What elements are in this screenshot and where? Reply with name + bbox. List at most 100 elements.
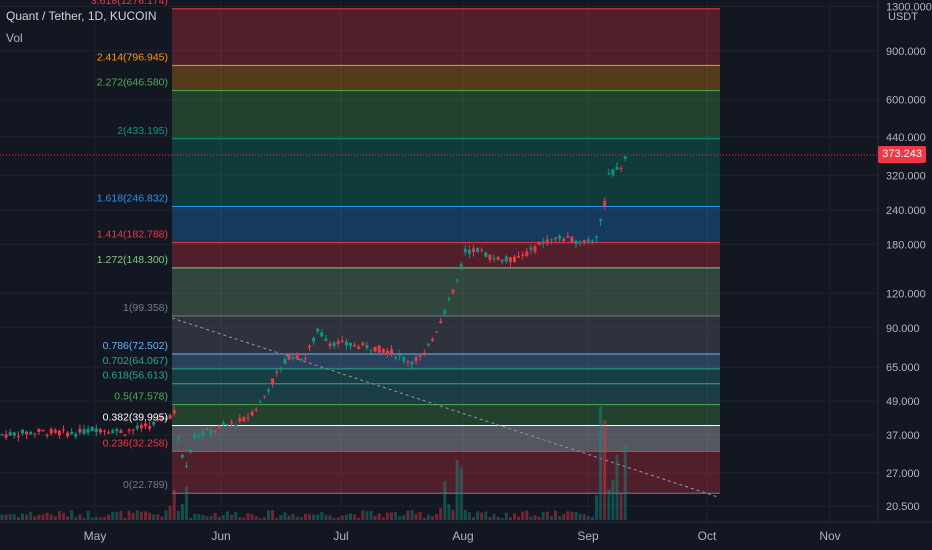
symbol-title[interactable]: Quant / Tether, 1D, KUCOIN xyxy=(6,9,157,23)
volume-bar xyxy=(492,513,496,520)
candle-body xyxy=(595,236,598,238)
volume-bar xyxy=(226,511,229,520)
candle-body xyxy=(357,346,361,349)
candle-body xyxy=(275,371,279,373)
time-axis[interactable] xyxy=(0,522,932,550)
candle-body xyxy=(582,240,586,242)
volume-bar xyxy=(238,517,242,520)
candle-body xyxy=(180,455,184,458)
volume-bar xyxy=(525,510,529,520)
candle-body xyxy=(504,256,508,262)
price-tick-label: 27.000 xyxy=(886,468,920,480)
time-tick-label: Aug xyxy=(452,529,473,543)
candle-body xyxy=(517,255,521,258)
candle-body xyxy=(238,418,242,422)
candle-body xyxy=(316,328,320,332)
candle-body xyxy=(570,236,574,243)
volume-bar xyxy=(312,514,316,520)
price-tick-label: 180.000 xyxy=(886,240,926,252)
volume-bar xyxy=(586,516,590,520)
volume-bar xyxy=(33,516,37,520)
volume-bar xyxy=(74,517,78,520)
fib-level-label: 1.272(148.300) xyxy=(97,254,168,266)
candle-body xyxy=(431,338,434,341)
volume-bar xyxy=(98,517,102,520)
volume-bar xyxy=(193,513,197,520)
candle-body xyxy=(62,429,65,431)
candle-body xyxy=(57,430,61,436)
candles xyxy=(0,156,627,469)
fib-zone xyxy=(172,65,720,91)
volume-bar xyxy=(45,512,49,520)
volume-bar xyxy=(275,517,279,520)
candle-body xyxy=(78,428,82,433)
volume-bar xyxy=(513,513,516,520)
candle-body xyxy=(476,247,480,253)
candle-body xyxy=(0,434,4,436)
volume-bar xyxy=(164,510,168,520)
volume-bar xyxy=(172,489,176,520)
candle-body xyxy=(131,429,135,431)
candle-body xyxy=(426,343,430,346)
candle-body xyxy=(353,344,357,347)
candle-body xyxy=(558,235,562,239)
volume-bar xyxy=(332,517,336,520)
volume-bar xyxy=(94,516,98,520)
volume-bar xyxy=(82,517,86,520)
volume-bar xyxy=(615,455,619,520)
candle-body xyxy=(4,434,8,438)
price-axis[interactable] xyxy=(878,0,932,522)
volume-bar xyxy=(139,511,143,520)
volume-bar xyxy=(574,511,578,520)
volume-bar xyxy=(12,514,16,520)
candle-body xyxy=(295,353,299,360)
candle-body xyxy=(545,239,549,244)
volume-bar xyxy=(623,445,627,520)
candle-body xyxy=(467,249,471,254)
volume-bar xyxy=(21,513,24,520)
volume-bar xyxy=(599,406,603,520)
volume-bar xyxy=(90,517,94,520)
candle-body xyxy=(435,331,439,333)
candle-body xyxy=(578,241,582,244)
fib-extension[interactable] xyxy=(172,8,720,494)
candle-body xyxy=(533,246,537,252)
candle-body xyxy=(373,346,377,352)
volume-bar xyxy=(41,514,45,520)
candle-body xyxy=(246,417,250,419)
volume-bar xyxy=(29,511,33,520)
volume-bar xyxy=(180,504,184,520)
volume-bar xyxy=(398,516,402,520)
candle-body xyxy=(123,434,127,436)
volume-bar xyxy=(217,516,221,520)
fib-level-label: 2(433.195) xyxy=(117,125,168,137)
fib-level-label: 2.414(796.945) xyxy=(97,51,168,63)
candle-body xyxy=(418,354,422,357)
volume-bar xyxy=(619,493,623,520)
volume-bar xyxy=(201,514,205,520)
volume-bar xyxy=(299,517,303,520)
volume-bar xyxy=(209,515,213,520)
volume-bar xyxy=(570,511,574,520)
volume-bar xyxy=(242,517,246,520)
candle-body xyxy=(144,423,147,427)
volume-bar xyxy=(414,513,418,520)
fib-zone xyxy=(172,383,720,405)
candle-body xyxy=(189,449,193,453)
candle-body xyxy=(320,332,324,337)
volume-bar xyxy=(283,512,287,520)
price-tick-label: 1300.000 xyxy=(886,2,932,14)
candle-body xyxy=(242,417,246,422)
candle-body xyxy=(590,240,594,242)
price-tick-label: 240.000 xyxy=(886,205,926,217)
volume-bar xyxy=(148,512,152,520)
volume-bar xyxy=(324,514,328,520)
volume-bar xyxy=(279,515,283,520)
volume-bar xyxy=(537,516,541,520)
volume-bar xyxy=(394,511,398,520)
volume-bar xyxy=(135,510,139,520)
candle-body xyxy=(41,429,45,431)
candle-body xyxy=(525,251,529,256)
fib-level-label: 1.414(182.788) xyxy=(97,229,168,241)
